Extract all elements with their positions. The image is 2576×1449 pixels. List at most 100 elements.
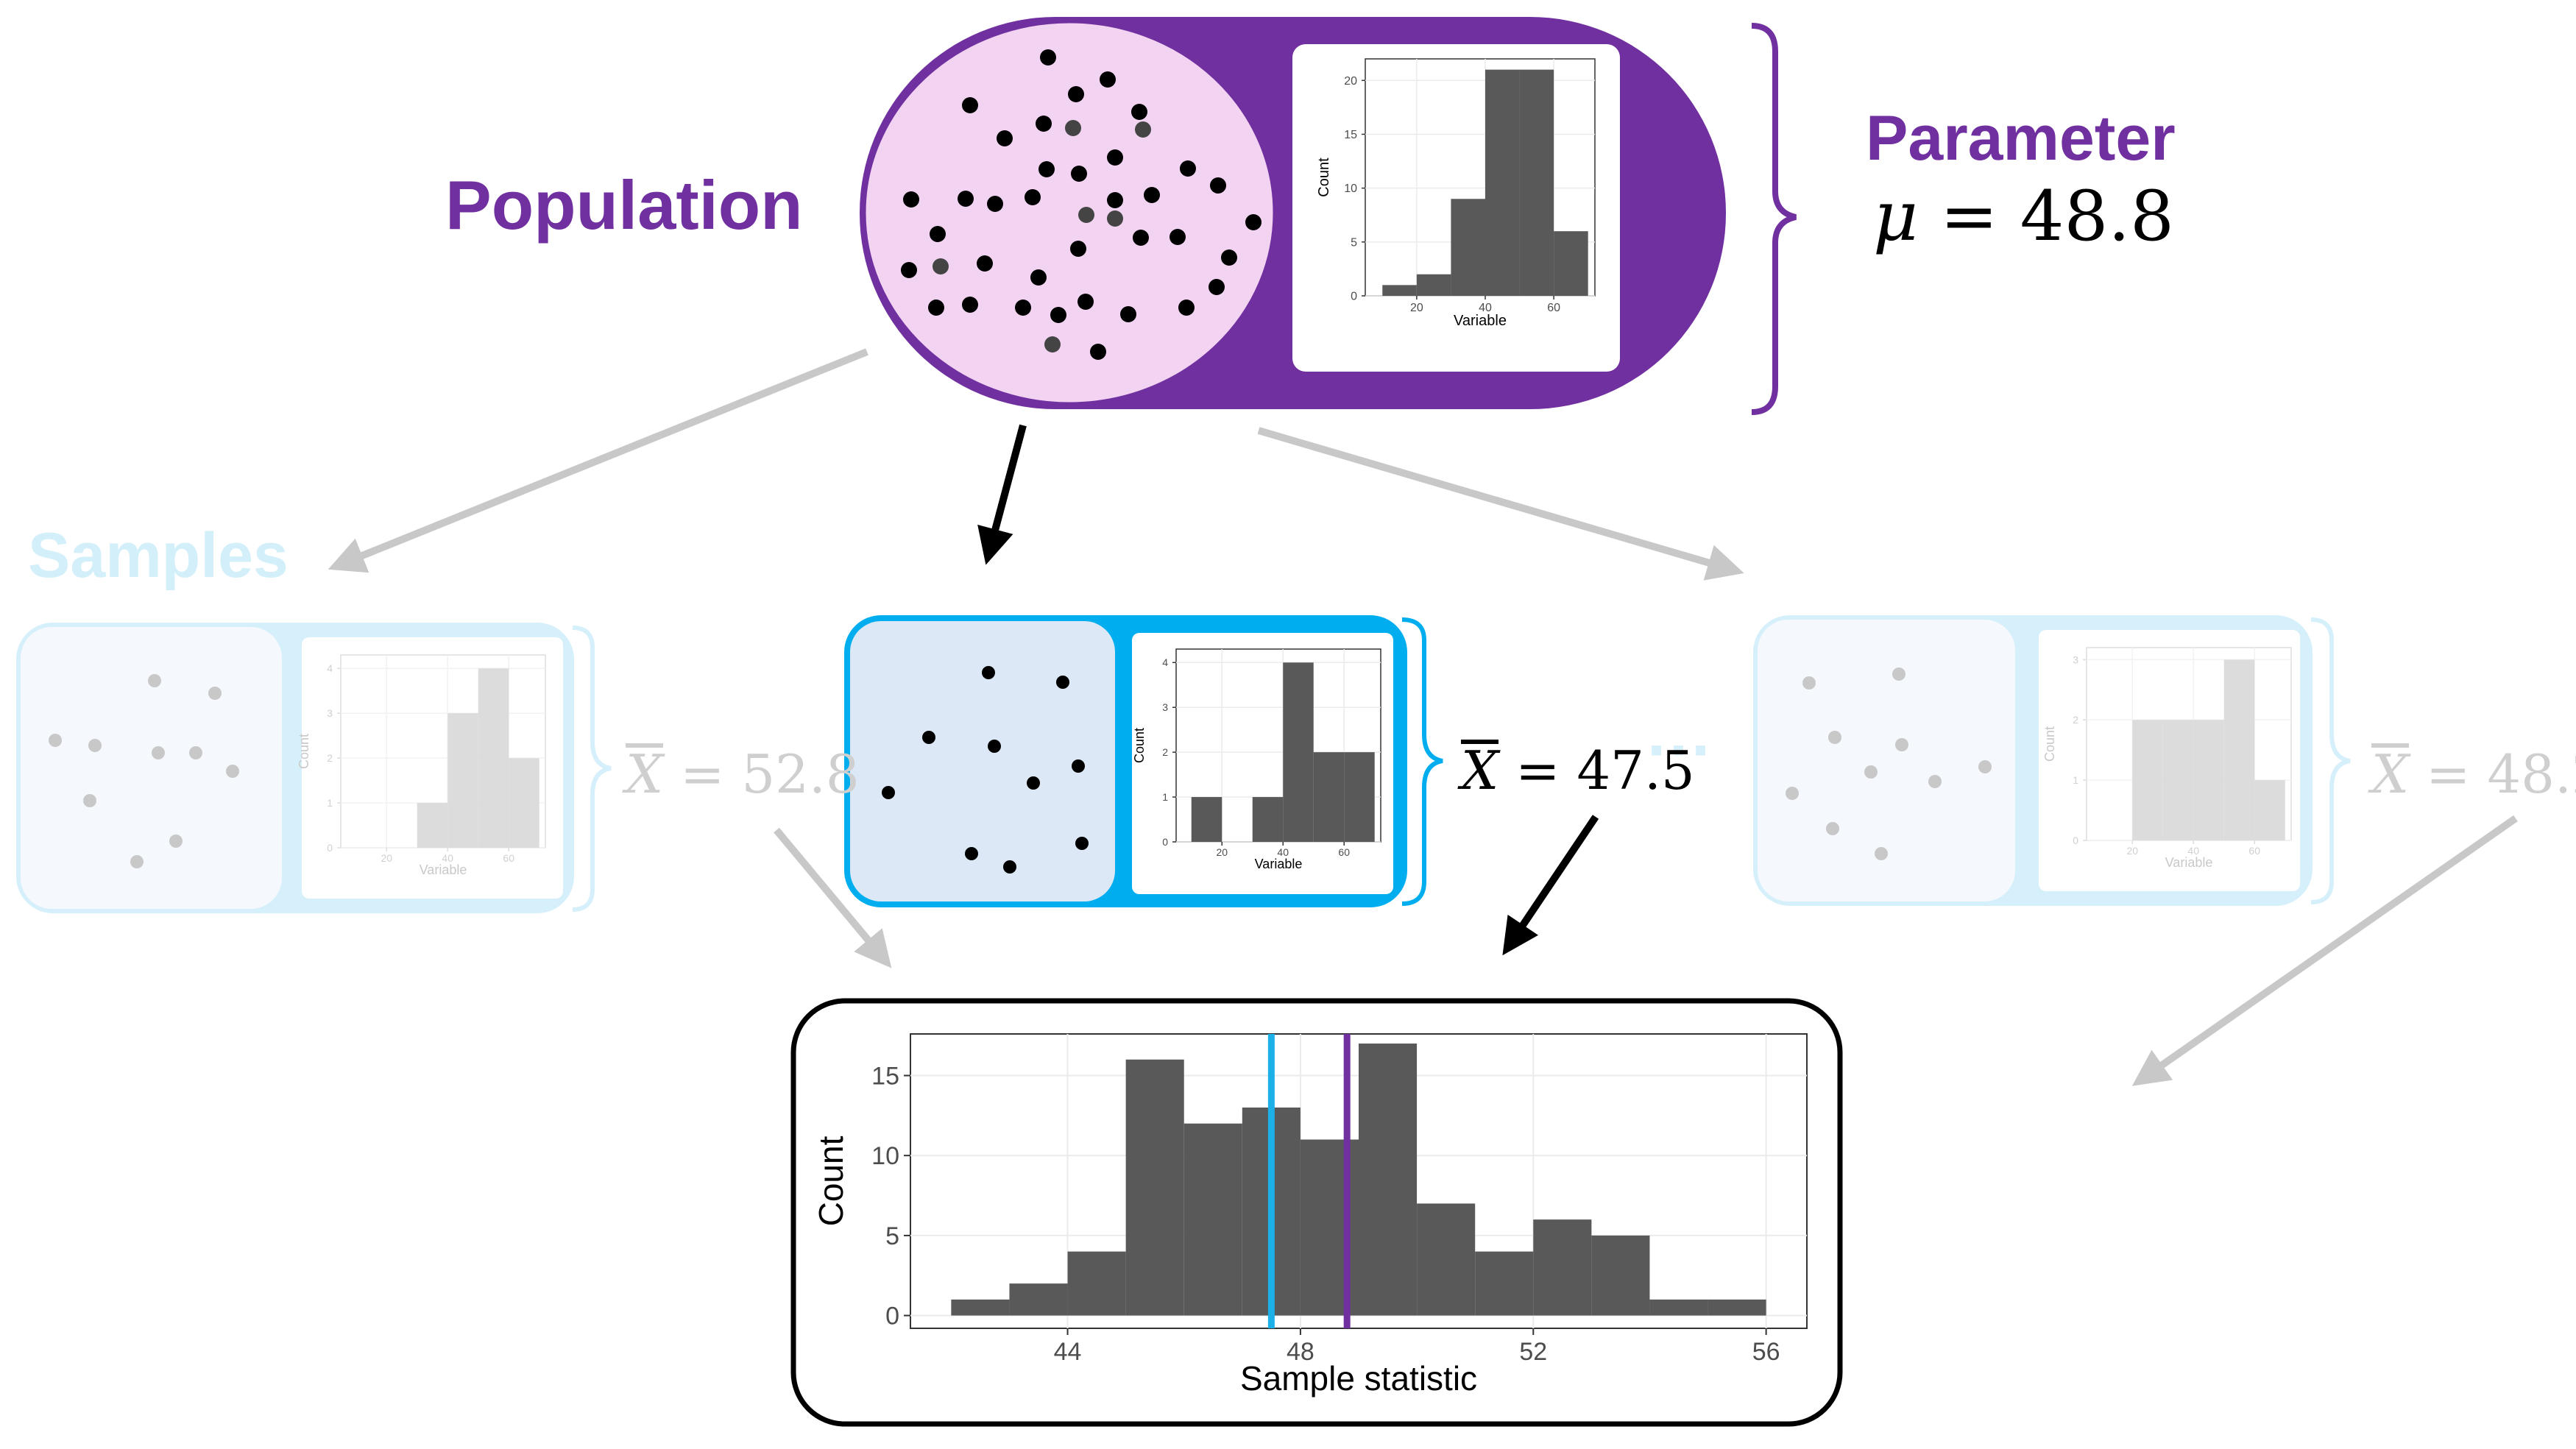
population-dot xyxy=(1090,344,1106,360)
sample-dot xyxy=(148,674,161,687)
sample-dot xyxy=(189,746,202,759)
xbar-value: 47.5 xyxy=(1577,740,1695,801)
sample-capsule-middle: 20 40 60 0 1 2 3 4 Variable Count xyxy=(844,615,1443,907)
y-tick-label: 1 xyxy=(1162,791,1168,803)
sample-dot xyxy=(1056,676,1069,689)
x-axis-label: Variable xyxy=(420,862,467,877)
x-tick-label: 60 xyxy=(503,852,514,864)
y-tick-label: 1 xyxy=(2073,774,2078,786)
xbar-equals: = xyxy=(2426,743,2471,805)
histogram-bar xyxy=(1416,274,1451,296)
population-dot xyxy=(1170,229,1186,245)
y-tick-label: 5 xyxy=(1351,236,1357,249)
sample-dot xyxy=(1828,731,1841,744)
x-tick-label: 60 xyxy=(2248,845,2260,857)
sample-dot xyxy=(169,835,183,848)
population-dot xyxy=(1050,307,1066,323)
population-dot xyxy=(1071,166,1087,182)
sample-right-inset-chart: 20 40 60 0 1 2 3 Variable Count xyxy=(2042,647,2292,870)
population-dot xyxy=(1133,230,1149,246)
population-dot xyxy=(901,262,917,278)
histogram-bar xyxy=(951,1299,1010,1316)
xbar-equals: = xyxy=(1515,740,1560,801)
population-dot xyxy=(1210,177,1226,194)
histogram-bar xyxy=(1191,797,1222,842)
population-dot xyxy=(1107,192,1123,208)
x-axis-label: Variable xyxy=(2165,855,2213,870)
arrow-pop-to-left xyxy=(328,348,868,573)
histogram-bar xyxy=(1554,231,1588,296)
histogram-bar xyxy=(1313,752,1345,842)
y-tick-label: 0 xyxy=(1351,291,1357,303)
y-axis-label: Count xyxy=(1316,157,1332,197)
arrow-pop-to-right xyxy=(1257,427,1744,581)
sample-dot xyxy=(1928,775,1942,788)
population-dot xyxy=(1178,300,1195,316)
sample-dot xyxy=(1802,676,1816,690)
x-tick-label: 52 xyxy=(1519,1338,1547,1366)
population-dot xyxy=(1078,207,1094,223)
sample-dot xyxy=(1003,860,1016,874)
y-tick-label: 10 xyxy=(1344,183,1357,195)
population-inset-chart: 20 40 60 0 5 10 15 20 Variable Count xyxy=(1316,58,1596,329)
sample-capsule-left: 20 40 60 0 1 2 3 4 Variable Count xyxy=(16,623,612,913)
histogram-bar xyxy=(1649,1299,1708,1316)
population-dot xyxy=(1209,279,1225,295)
population-dot xyxy=(1068,86,1084,102)
sample-dot xyxy=(1786,787,1799,800)
sample-dot xyxy=(208,687,222,700)
y-tick-label: 0 xyxy=(885,1303,899,1331)
population-dot xyxy=(1107,149,1123,166)
y-tick-label: 3 xyxy=(2073,653,2078,665)
population-capsule: 20 40 60 0 5 10 15 20 Variable Count xyxy=(860,17,1726,409)
population-dots xyxy=(901,49,1262,360)
sample-left-brace xyxy=(572,626,612,912)
histogram-bar xyxy=(2223,659,2255,840)
population-dot xyxy=(933,258,949,274)
x-tick-label: 20 xyxy=(2126,845,2138,857)
sample-dot xyxy=(922,731,935,744)
population-dot xyxy=(1107,210,1123,227)
population-dot xyxy=(997,130,1013,146)
population-dot xyxy=(1135,121,1151,138)
histogram-bar xyxy=(447,713,478,848)
histogram-bar xyxy=(1533,1219,1592,1316)
population-dot xyxy=(930,226,946,242)
parameter-equals: = xyxy=(1939,177,1998,257)
y-tick-label: 2 xyxy=(2073,714,2078,726)
population-dot xyxy=(1131,104,1147,120)
xbar-symbol: X xyxy=(2371,743,2410,805)
arrow-pop-to-middle xyxy=(977,424,1027,565)
population-dot xyxy=(1015,300,1031,316)
sample-dot xyxy=(1826,822,1839,835)
sample-right-xbar: X = 48.2 xyxy=(2371,743,2576,805)
histogram-bar xyxy=(1183,1123,1242,1316)
x-tick-label: 40 xyxy=(1479,302,1492,314)
sample-dot xyxy=(1895,738,1908,751)
samples-label: Samples xyxy=(28,520,289,591)
sample-left-xbar: X = 52.8 xyxy=(626,743,860,805)
population-dot xyxy=(962,97,978,113)
xbar-symbol: X xyxy=(626,743,664,805)
sampling-distribution-chart: 44 48 52 56 0 5 10 15 Sample statistic Count xyxy=(812,1033,1808,1397)
x-axis-label: Variable xyxy=(1255,857,1303,871)
sample-dot xyxy=(988,740,1001,753)
sample-dot xyxy=(1978,760,1992,773)
histogram-bar xyxy=(1475,1251,1534,1316)
sample-dot xyxy=(965,847,978,860)
x-tick-label: 20 xyxy=(381,852,392,864)
parameter-value: 48.8 xyxy=(2020,177,2174,257)
population-dot xyxy=(1040,49,1056,65)
y-tick-label: 0 xyxy=(1162,836,1168,848)
histogram-bar xyxy=(1708,1299,1766,1316)
sample-dot xyxy=(1027,776,1040,790)
x-tick-label: 48 xyxy=(1287,1338,1314,1366)
population-dot xyxy=(1120,306,1136,322)
sampling-distribution-box: 44 48 52 56 0 5 10 15 Sample statistic Count xyxy=(790,998,1843,1427)
histogram-bar xyxy=(2132,720,2163,840)
parameter-brace xyxy=(1751,23,1797,415)
sample-dot xyxy=(1875,847,1888,860)
population-dot xyxy=(958,191,974,207)
population-dot xyxy=(1065,120,1081,136)
histogram-bar xyxy=(1451,199,1485,296)
